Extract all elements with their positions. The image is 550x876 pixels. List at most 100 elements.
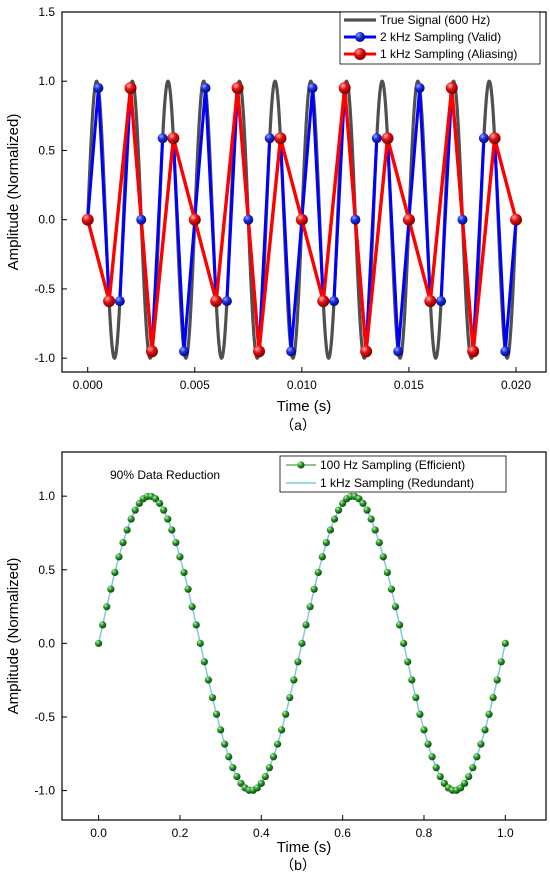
series-2khz-point: [371, 133, 382, 144]
series-100hz-point: [339, 499, 347, 507]
panel-a-frame: [61, 11, 547, 373]
series-100hz-point: [180, 568, 188, 577]
panel-b-legend-marker: [297, 461, 305, 469]
series-2khz-point: [500, 346, 511, 357]
series-100hz-point: [200, 658, 208, 666]
series-100hz-point: [217, 726, 225, 734]
series-100hz-point: [151, 495, 160, 503]
series-100hz-point: [408, 676, 416, 684]
series-100hz-point: [383, 568, 391, 577]
panel-b-ytick-label: -1.0: [34, 784, 55, 798]
series-100hz-point: [286, 693, 294, 702]
panel-b: 0.0 0.2 0.4 0.6 0.8 1.0 -1.0 -0.5 0.0 0.5 1.0 100 …: [5, 451, 547, 873]
series-2khz-point: [179, 346, 190, 357]
panel-a-caption: （a）: [280, 417, 316, 433]
series-1khz-point: [510, 213, 523, 226]
series-100hz-point: [465, 772, 473, 781]
series-100hz-point: [282, 710, 290, 718]
series-1khz-point: [231, 82, 244, 95]
series-100hz-point: [379, 553, 387, 561]
series-100hz-point: [489, 693, 497, 702]
series-100hz-point: [123, 526, 131, 534]
series-100hz-point: [156, 499, 164, 507]
series-100hz-point: [322, 538, 330, 547]
series-100hz-point: [456, 784, 465, 792]
series-100hz-point: [477, 740, 485, 748]
panel-a: 0.000 0.005 0.010 0.015 0.020 -1.0 -0.5 0.0 0.5 1…: [5, 5, 547, 433]
series-100hz-point: [469, 764, 477, 772]
series-2khz-point: [221, 296, 232, 307]
panel-b-ylabel: Amplitude (Normalized): [5, 558, 22, 715]
series-2khz-point: [264, 133, 275, 144]
series-100hz-point: [400, 639, 408, 647]
panel-a-ylabel: Amplitude (Normalized): [5, 114, 22, 271]
series-2khz-point: [328, 296, 339, 307]
series-100hz-point: [428, 753, 436, 761]
panel-b-ytick-label: 1.0: [38, 489, 55, 503]
panel-a-xtick-label: 0.020: [501, 378, 531, 392]
panel-b-legend-label: 100 Hz Sampling (Efficient): [320, 458, 465, 472]
series-100hz-point: [208, 693, 217, 702]
series-100hz-point: [229, 764, 237, 772]
panel-b-annotation: 90% Data Reduction: [110, 468, 220, 482]
series-100hz-point: [261, 772, 269, 781]
series-100hz-point: [237, 779, 245, 787]
series-100hz-point: [355, 495, 363, 503]
series-1khz-point: [167, 132, 180, 145]
series-100hz-point: [192, 621, 200, 629]
series-100hz-point: [302, 621, 310, 629]
series-100hz-point: [111, 568, 119, 577]
series-100hz-point: [253, 784, 261, 792]
series-100hz-point: [164, 515, 172, 523]
series-100hz-point: [314, 568, 322, 577]
series-100hz-point: [306, 603, 314, 611]
series-1khz-point: [103, 295, 116, 308]
panel-b-legend-label: 1 kHz Sampling (Redundant): [320, 476, 474, 490]
series-100hz-point: [371, 526, 379, 534]
series-2khz-point: [200, 83, 211, 94]
series-100hz-point: [391, 603, 400, 611]
series-2khz-point: [157, 133, 168, 144]
series-100hz-point: [99, 621, 107, 629]
series-100hz-point: [298, 639, 306, 647]
panel-b-xtick-label: 1.0: [497, 826, 514, 840]
series-2khz-point: [478, 133, 489, 144]
series-100hz-point: [387, 585, 396, 593]
panel-b-ytick-label: 0.5: [38, 563, 55, 577]
series-2khz-point: [243, 214, 254, 225]
series-100hz-point: [424, 740, 432, 748]
series-100hz-point: [278, 726, 286, 734]
series-1khz-point: [317, 295, 330, 308]
series-100hz-point: [481, 726, 489, 734]
series-100hz-point: [363, 506, 371, 514]
panel-b-ytick-label: -0.5: [34, 710, 55, 724]
series-100hz-point: [416, 710, 424, 718]
series-1khz-point: [424, 295, 437, 308]
series-1khz-point: [145, 345, 158, 358]
panel-b-xlabel: Time (s): [277, 839, 331, 856]
series-2khz-point: [457, 214, 468, 225]
series-100hz-point: [330, 515, 339, 523]
series-100hz-point: [501, 639, 509, 647]
series-100hz-point: [273, 740, 282, 748]
series-2khz-point: [307, 83, 318, 94]
panel-b-xtick-label: 0.6: [334, 826, 351, 840]
series-1khz-point: [210, 295, 223, 308]
series-2khz-point: [436, 296, 447, 307]
series-100hz-point: [221, 740, 229, 748]
series-100hz-point: [404, 658, 412, 666]
panel-b-xtick-label: 0.8: [416, 826, 433, 840]
panel-a-legend-marker: [355, 32, 365, 42]
series-100hz-point: [131, 506, 139, 514]
panel-b-ytick-label: 0.0: [38, 636, 55, 650]
series-100hz-point: [204, 676, 213, 684]
series-100hz-point: [103, 603, 111, 611]
series-100hz-point: [485, 710, 493, 718]
series-100hz-point: [497, 658, 505, 666]
series-100hz-point: [135, 499, 143, 507]
series-100hz-point: [257, 779, 265, 787]
series-2khz-point: [414, 83, 425, 94]
series-100hz-point: [95, 639, 103, 647]
